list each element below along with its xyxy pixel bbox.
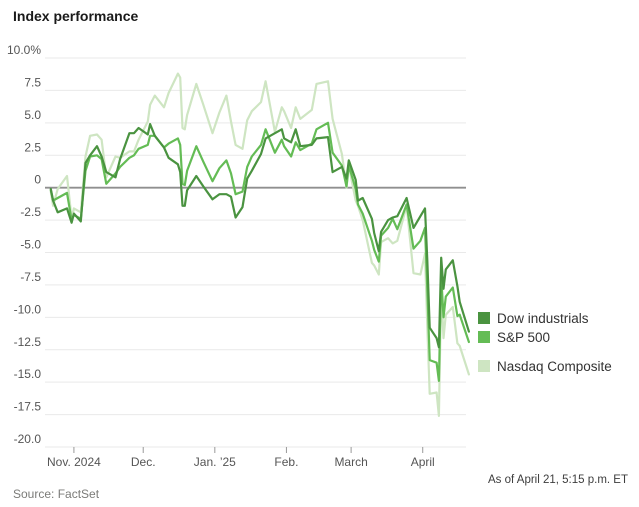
source-note: Source: FactSet — [13, 487, 100, 501]
legend-label-dow: Dow industrials — [497, 310, 589, 326]
nasdaq-color-swatch — [478, 360, 490, 372]
y-axis-label: -20.0 — [14, 432, 42, 446]
y-axis-label: -2.5 — [20, 205, 41, 219]
y-axis-label: -17.5 — [14, 400, 42, 414]
x-axis-label: Nov. 2024 — [47, 455, 101, 469]
line-chart: 10.0% 7.5 5.0 2.5 0 -2.5 -5.0 -7.5 -10.0 -12.5 -15… — [7, 43, 470, 469]
x-axis-label: Dec. — [131, 455, 156, 469]
legend-item-nasdaq: Nasdaq Composite — [478, 358, 612, 374]
sp500-color-swatch — [478, 331, 490, 343]
y-axis-label: 10.0% — [7, 43, 41, 57]
x-axis-label: April — [411, 455, 435, 469]
y-axis-label: 2.5 — [24, 140, 41, 154]
y-axis-label: 5.0 — [24, 108, 41, 122]
y-axis-label: -15.0 — [14, 367, 42, 381]
legend-item-sp500: S&P 500 — [478, 329, 612, 345]
legend-label-sp500: S&P 500 — [497, 329, 551, 345]
y-axis-label: -5.0 — [20, 238, 41, 252]
y-axis-label: -7.5 — [20, 270, 41, 284]
y-axis-label: -12.5 — [14, 335, 42, 349]
y-axis-label: 0 — [34, 173, 41, 187]
series-line-dow-industrials — [49, 122, 470, 349]
y-axis-label: -10.0 — [14, 302, 42, 316]
chart-title: Index performance — [13, 8, 139, 24]
dow-color-swatch — [478, 312, 490, 324]
legend-item-dow: Dow industrials — [478, 310, 612, 326]
as-of-note: As of April 21, 5:15 p.m. ET — [488, 474, 628, 486]
y-axis-label: 7.5 — [24, 75, 41, 89]
x-axis-label: Jan. ’25 — [194, 455, 236, 469]
chart-legend: Dow industrials S&P 500 Nasdaq Composite — [478, 311, 612, 378]
x-axis-label: March — [334, 455, 367, 469]
legend-label-nasdaq: Nasdaq Composite — [497, 358, 612, 374]
series-line-nasdaq-composite — [49, 72, 470, 417]
x-axis-label: Feb. — [274, 455, 298, 469]
